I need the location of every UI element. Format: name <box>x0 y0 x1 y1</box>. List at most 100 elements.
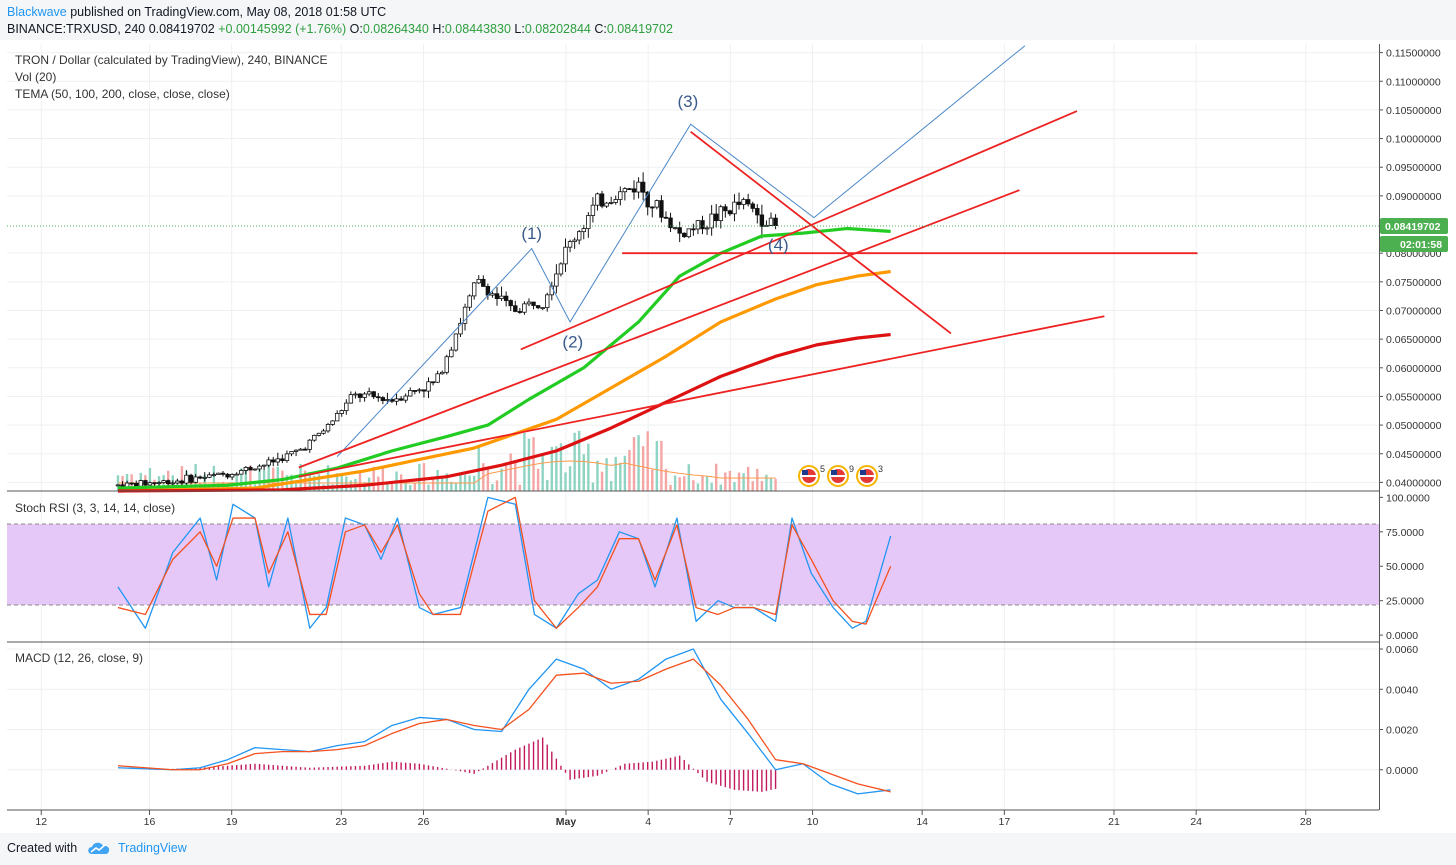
tradingview-brand-link[interactable]: TradingView <box>118 841 187 855</box>
footer-bar: Created with TradingView <box>0 833 1456 865</box>
elliott-wave-line <box>336 45 1026 457</box>
candle <box>535 305 541 309</box>
candle <box>714 213 719 222</box>
volume-bar <box>299 463 302 491</box>
candle <box>704 227 710 230</box>
candle <box>449 349 454 358</box>
candle <box>129 482 134 485</box>
macd-axis[interactable]: 0.0060 0.0040 0.0020 0.0000 <box>1379 644 1418 777</box>
candle <box>672 227 678 230</box>
stoch-indicator-title[interactable]: Stoch RSI (3, 3, 14, 14, close) <box>15 501 175 515</box>
volume-ma-line <box>117 460 776 484</box>
volume-bar <box>564 472 567 491</box>
volume-bar <box>536 468 540 491</box>
volume-bar <box>500 468 503 491</box>
main-pane-title: TRON / Dollar (calculated by TradingView… <box>15 53 328 67</box>
candle <box>608 202 614 204</box>
candle <box>590 204 596 216</box>
candle <box>334 413 340 422</box>
volume-bar <box>477 444 480 491</box>
candle <box>385 399 390 402</box>
candle <box>577 231 582 241</box>
y-tick-label: 0.11000000 <box>1386 76 1441 88</box>
candle <box>380 397 386 402</box>
candle <box>640 181 646 193</box>
candle <box>152 482 157 485</box>
candle <box>298 448 303 451</box>
volume-bar <box>509 453 512 491</box>
stoch-axis[interactable]: 100.0000 75.0000 50.0000 25.0000 0.0000 <box>1379 492 1430 642</box>
last-price-tag-text: 0.08419702 <box>1385 221 1441 233</box>
volume-bar <box>541 453 544 491</box>
volume-bar <box>756 468 759 491</box>
event-count: 5 <box>820 464 825 474</box>
candle <box>745 199 751 205</box>
ohlc-line: BINANCE:TRXUSD, 240 0.08419702 +0.001459… <box>7 22 673 36</box>
volume-bar <box>651 469 654 491</box>
trend-line <box>298 189 1020 469</box>
candle <box>325 424 331 432</box>
candle <box>371 391 376 398</box>
volume-bar <box>249 465 252 491</box>
candle <box>339 410 344 414</box>
tema-indicator-title[interactable]: TEMA (50, 100, 200, close, close, close) <box>15 87 230 101</box>
candle <box>490 293 495 296</box>
candle <box>476 278 481 284</box>
candle <box>353 393 358 396</box>
volume-bar <box>518 484 522 491</box>
us-flag-canton <box>802 470 808 475</box>
us-flag-stripe <box>831 475 845 477</box>
candle <box>741 199 746 205</box>
candle <box>586 215 591 230</box>
volume-bar <box>240 468 243 491</box>
candle <box>471 282 477 297</box>
candle <box>138 480 144 487</box>
vol-indicator-title[interactable]: Vol (20) <box>15 70 56 84</box>
x-tick-label: 7 <box>727 816 733 828</box>
candle <box>494 293 500 300</box>
y-tick-label: 50.0000 <box>1386 561 1424 573</box>
event-markers[interactable]: 5 9 3 <box>798 464 883 487</box>
y-tick-label: 0.0040 <box>1386 684 1418 696</box>
volume-bar <box>641 446 645 491</box>
candle <box>718 206 723 222</box>
volume-bar <box>404 480 407 491</box>
x-tick-label: 28 <box>1300 816 1312 828</box>
candle <box>572 239 577 243</box>
trend-line <box>690 130 952 335</box>
volume-bar <box>180 466 184 491</box>
volume-bar <box>655 441 659 491</box>
volume-bar <box>737 472 741 491</box>
volume-bar <box>646 431 649 491</box>
y-tick-label: 0.04500000 <box>1386 449 1442 461</box>
tema-line <box>117 332 891 493</box>
author-link[interactable]: Blackwave <box>7 5 67 19</box>
macd-indicator-title[interactable]: MACD (12, 26, close, 9) <box>15 651 143 665</box>
volume-bar <box>454 482 458 491</box>
y-tick-label: 0.06500000 <box>1386 334 1442 346</box>
candle <box>115 484 121 487</box>
countdown-tag <box>1380 236 1448 252</box>
time-axis[interactable]: 12 16 19 23 26 May 4 7 10 14 17 21 24 28 <box>35 810 1312 828</box>
volume-bar <box>335 473 339 491</box>
volume-bar <box>660 440 663 491</box>
header-bar: Blackwave published on TradingView.com, … <box>0 0 1456 40</box>
candle <box>631 188 637 193</box>
volume-bar <box>724 472 727 491</box>
candle <box>462 306 468 324</box>
wave-label: (3) <box>677 92 698 111</box>
volume-bar <box>546 479 549 491</box>
candle <box>316 432 322 436</box>
us-flag-stripe <box>802 475 816 477</box>
price-axis[interactable]: 0.11500000 0.11000000 0.10500000 0.10000000… <box>1379 48 1442 490</box>
candlesticks <box>115 172 778 491</box>
candle <box>307 439 312 450</box>
candle <box>554 273 559 287</box>
tradingview-cloud-icon[interactable] <box>86 839 112 857</box>
candle <box>659 200 664 218</box>
x-tick-label: 17 <box>999 816 1011 828</box>
candle <box>604 202 609 207</box>
candle <box>266 459 271 466</box>
volume-bar <box>381 468 385 491</box>
